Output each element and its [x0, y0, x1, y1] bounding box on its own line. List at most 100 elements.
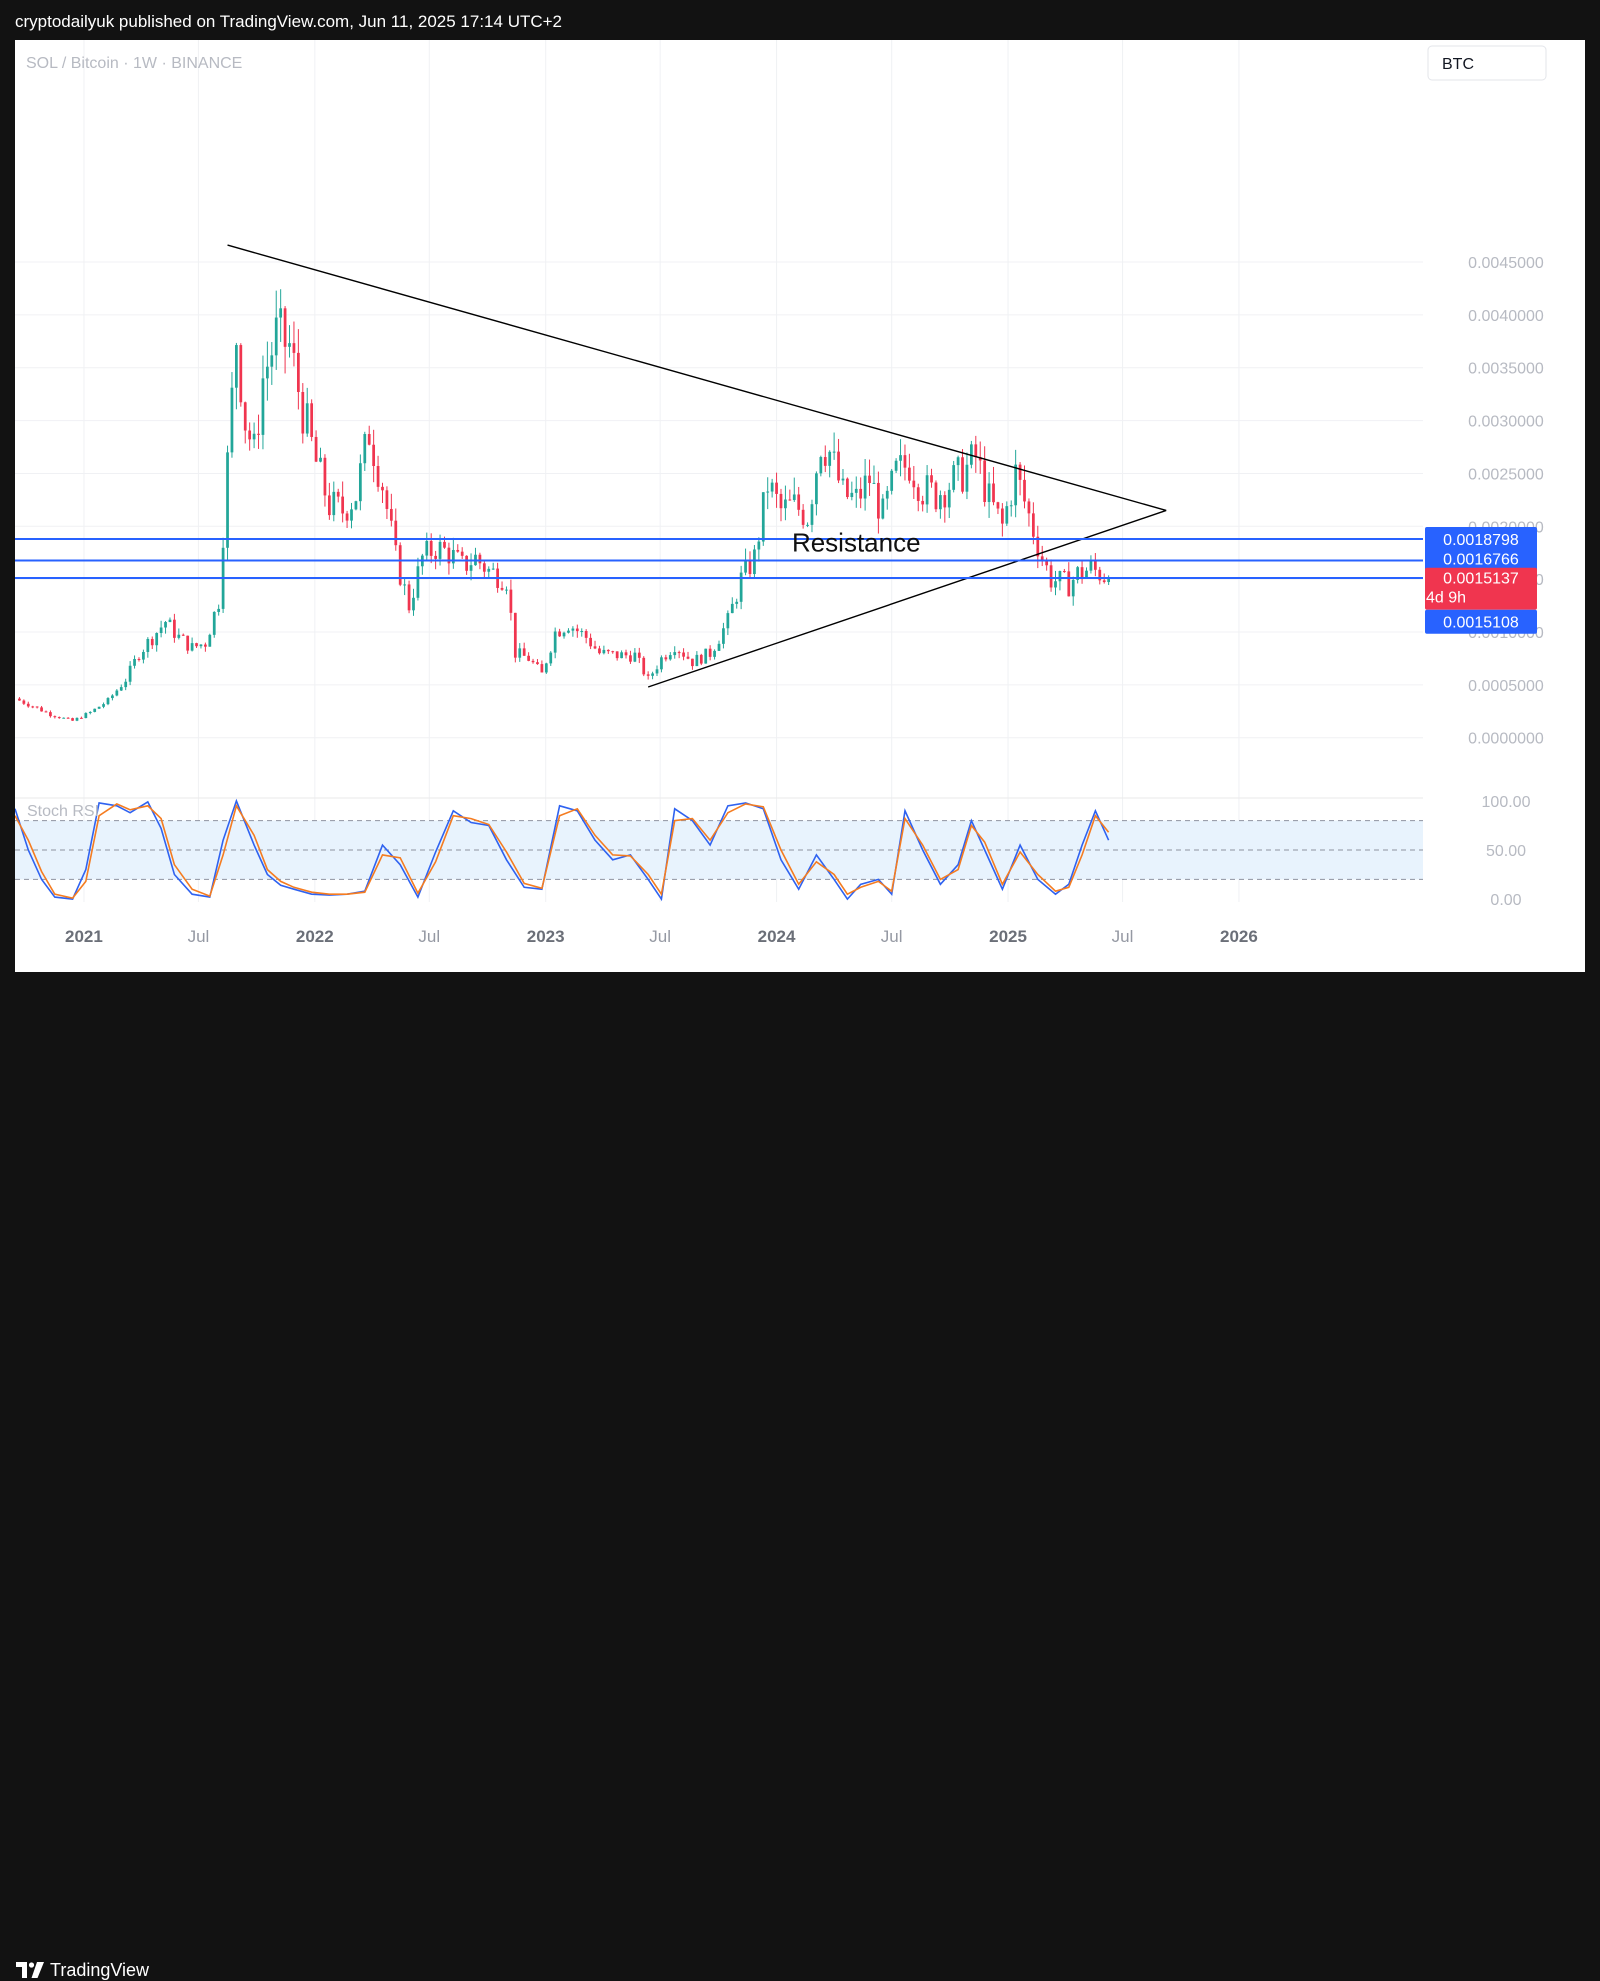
candle [668, 655, 672, 660]
currency-label[interactable]: BTC [1442, 56, 1474, 73]
candle [580, 631, 584, 633]
candle [589, 637, 592, 647]
candle [748, 559, 752, 575]
publisher-line: cryptodailyuk published on TradingView.c… [15, 12, 563, 31]
candle [1045, 560, 1049, 566]
candle [398, 545, 402, 585]
candle [323, 457, 327, 496]
candle [801, 509, 805, 525]
candle [451, 549, 455, 564]
x-tick-label: Jul [881, 927, 903, 946]
candle [296, 352, 300, 392]
candle [75, 717, 79, 721]
stoch-line [15, 802, 1110, 899]
candle [124, 681, 128, 688]
candle [540, 664, 544, 673]
candle [1071, 579, 1075, 597]
candle [841, 478, 845, 481]
candle [261, 378, 265, 435]
candle [412, 597, 415, 611]
candle [912, 480, 916, 488]
x-tick-label: 2024 [758, 927, 796, 946]
x-tick-label: Jul [1112, 927, 1134, 946]
candle [354, 501, 358, 510]
candle [212, 611, 216, 635]
candle [761, 492, 765, 542]
stoch-tick-label: 0.00 [1490, 892, 1521, 909]
candle [1058, 571, 1062, 582]
candle [1018, 464, 1022, 480]
candle [598, 648, 601, 654]
candle [195, 643, 198, 647]
candle [257, 433, 260, 435]
candle [797, 494, 801, 510]
candle [584, 631, 588, 638]
candle [1049, 565, 1053, 588]
candle [850, 492, 854, 498]
candle [18, 698, 21, 701]
candle [513, 612, 517, 658]
candle [735, 601, 739, 604]
candle [204, 644, 207, 647]
candle [239, 345, 243, 403]
candle [952, 465, 956, 490]
last-price-countdown: 4d 9h [1426, 590, 1466, 607]
candle [177, 634, 181, 638]
candle [327, 495, 331, 516]
footer-bar: TradingView [0, 972, 1600, 1980]
candle [376, 466, 380, 487]
candle [248, 430, 252, 440]
candle [823, 457, 827, 466]
candle [562, 632, 566, 637]
candle [119, 687, 123, 691]
candle [1027, 501, 1031, 514]
candle [921, 500, 925, 505]
candle [319, 457, 322, 462]
y-tick-label: 0.0040000 [1468, 308, 1544, 325]
candle [252, 433, 256, 440]
candle [970, 444, 973, 465]
candle [1031, 513, 1035, 537]
candle [815, 473, 818, 505]
candle [350, 509, 353, 521]
candle [31, 706, 35, 708]
candle [992, 483, 995, 503]
candle [190, 643, 194, 651]
chart-panel[interactable]: 0.00000000.00050000.00100000.00150000.00… [15, 40, 1585, 972]
candle [708, 648, 712, 657]
candle [1107, 577, 1111, 583]
candle [1023, 479, 1026, 502]
candle [456, 549, 460, 552]
candle [766, 491, 770, 493]
x-tick-label: Jul [418, 927, 440, 946]
candle [637, 652, 641, 658]
candle [416, 566, 420, 598]
candle [292, 343, 296, 353]
candle [53, 716, 57, 718]
candle [837, 451, 840, 481]
candle [22, 700, 26, 704]
candle [558, 631, 561, 637]
candle [704, 648, 708, 664]
x-tick-label: 2023 [527, 927, 565, 946]
tradingview-logo[interactable]: TradingView [16, 1959, 149, 1981]
level-tag: 0.0015108 [1443, 615, 1519, 632]
candle [270, 355, 274, 367]
candle [593, 646, 597, 649]
candle [97, 706, 101, 709]
candle [894, 460, 898, 471]
candle [111, 695, 114, 699]
level-tag: 0.0018798 [1443, 532, 1519, 549]
candle [84, 713, 88, 719]
candle [345, 513, 349, 521]
price-chart[interactable]: 0.00000000.00050000.00100000.00150000.00… [15, 40, 1585, 972]
candle [987, 483, 991, 502]
candle [1040, 556, 1044, 561]
candle [713, 650, 716, 657]
candle [655, 669, 659, 674]
candle [739, 572, 743, 602]
candle [947, 489, 951, 508]
candle [150, 638, 154, 646]
candle [624, 652, 628, 656]
candle [881, 498, 885, 519]
